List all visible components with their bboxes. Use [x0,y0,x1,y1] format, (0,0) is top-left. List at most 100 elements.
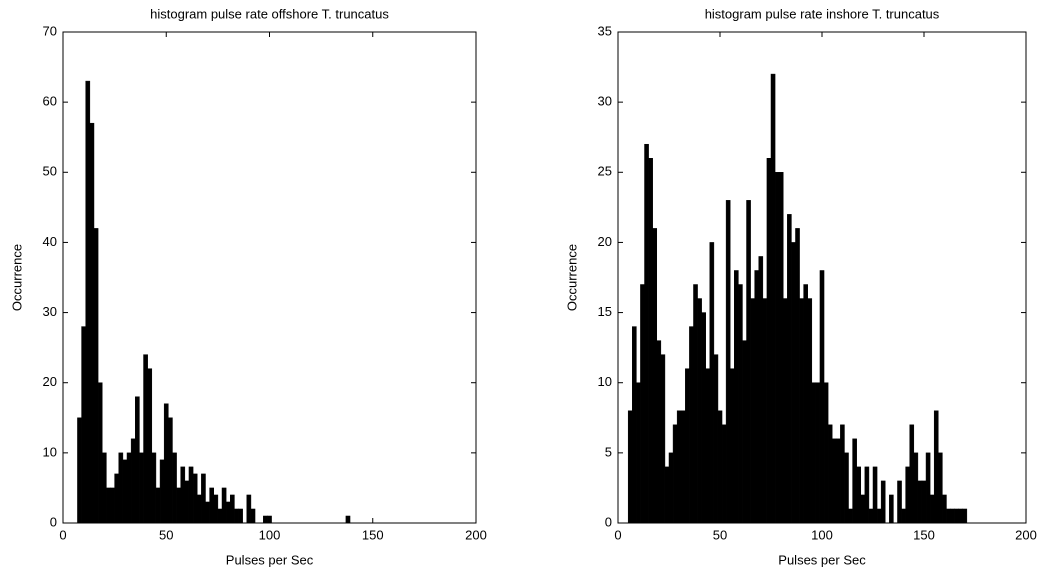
bar [782,298,788,524]
y-tick-label: 5 [605,444,612,459]
bar [201,473,206,524]
bar [815,382,821,524]
bar [139,452,144,524]
bar [713,354,719,524]
bar [872,466,878,524]
bar [958,508,964,524]
bar [880,480,886,524]
bar [93,228,99,524]
y-tick-label: 10 [43,444,57,459]
y-tick-label: 10 [598,374,612,389]
bar [925,452,931,524]
bar [221,487,227,524]
x-tick-label: 150 [362,527,384,542]
axes-box [62,31,477,524]
y-tick-label: 15 [598,304,612,319]
y-tick-label: 35 [598,23,612,38]
bar [122,459,128,524]
bar [110,487,115,524]
bar [856,466,862,524]
bar [868,508,874,524]
bar [946,508,951,524]
bar [725,200,731,524]
bar [652,228,658,524]
bar [680,410,686,524]
bar [234,508,239,524]
bar [762,298,768,524]
x-tick-label: 50 [713,527,727,542]
bar [114,473,120,524]
bar [942,494,947,524]
bar [938,452,943,524]
x-axis-label: Pulses per Sec [778,552,866,567]
y-tick-label: 50 [43,164,57,179]
bar [213,494,219,524]
bar [135,396,140,524]
bar [905,466,910,524]
bar [766,158,772,524]
bar [738,284,743,524]
bar [147,368,153,524]
bar [717,410,723,524]
bar [205,501,210,524]
x-tick-label: 150 [913,527,935,542]
bar [230,494,235,524]
bar [860,494,866,524]
bar [897,480,902,524]
bar [668,452,674,524]
bar [632,326,637,524]
bar [852,438,857,524]
y-tick-label: 30 [598,94,612,109]
bar [848,508,853,524]
bar [819,270,825,524]
bar [246,494,252,524]
bar [97,382,103,524]
bar [627,410,633,524]
bar [196,494,202,524]
bar [664,466,670,524]
y-axis-label: Occurrence [564,244,579,311]
bar [836,438,841,524]
bar [864,466,870,524]
bar [172,452,177,524]
y-tick-label: 60 [43,94,57,109]
bar [689,326,694,524]
x-tick-label: 200 [465,527,487,542]
bar [676,410,682,524]
bar [831,438,837,524]
bar [184,480,190,524]
bar [750,298,755,524]
bar [787,214,792,524]
bar [876,508,882,524]
bar [901,508,906,524]
bar [729,368,735,524]
bar [685,368,690,524]
bar [933,410,939,524]
bar [774,172,780,524]
bar [151,452,157,524]
bar [648,158,653,524]
y-tick-label: 20 [43,374,57,389]
bar [81,326,86,524]
bar [130,438,136,524]
bar [721,424,727,524]
bar [758,256,764,524]
x-tick-label: 200 [1015,527,1037,542]
bar [192,473,198,524]
bar [85,80,91,524]
chart-title: histogram pulse rate inshore T. truncatu… [705,6,940,21]
bar [640,284,645,524]
bar [176,487,181,524]
bar [106,487,111,524]
y-axis-label: Occurrence [9,244,24,311]
bar [225,501,231,524]
bar [962,508,968,524]
bar [263,515,268,524]
y-tick-label: 0 [605,514,612,529]
x-tick-label: 0 [59,527,66,542]
bar [889,494,894,524]
bar [660,354,666,524]
bar [126,452,132,524]
bar [209,487,214,524]
